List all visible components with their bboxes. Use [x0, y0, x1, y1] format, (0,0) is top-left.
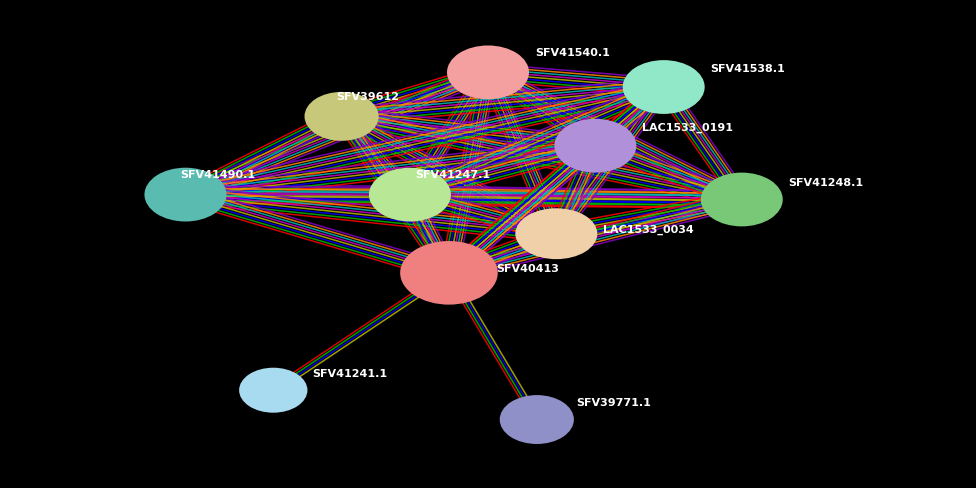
- Ellipse shape: [554, 120, 636, 173]
- Ellipse shape: [144, 168, 226, 222]
- Ellipse shape: [400, 242, 498, 305]
- Ellipse shape: [515, 209, 597, 260]
- Text: SFV41538.1: SFV41538.1: [711, 64, 786, 74]
- Text: LAC1533_0191: LAC1533_0191: [642, 123, 733, 133]
- Ellipse shape: [500, 395, 574, 444]
- Ellipse shape: [447, 46, 529, 100]
- Text: SFV39612: SFV39612: [337, 92, 400, 102]
- Ellipse shape: [369, 168, 451, 222]
- Text: SFV39771.1: SFV39771.1: [576, 398, 651, 407]
- Ellipse shape: [701, 173, 783, 227]
- Ellipse shape: [305, 93, 379, 142]
- Text: LAC1533_0034: LAC1533_0034: [603, 224, 694, 234]
- Text: SFV41247.1: SFV41247.1: [415, 170, 490, 180]
- Text: SFV41490.1: SFV41490.1: [181, 170, 256, 180]
- Text: SFV41540.1: SFV41540.1: [535, 48, 610, 58]
- Text: SFV41248.1: SFV41248.1: [789, 178, 864, 188]
- Text: SFV40413: SFV40413: [496, 264, 558, 273]
- Text: SFV41241.1: SFV41241.1: [312, 368, 387, 378]
- Ellipse shape: [623, 61, 705, 115]
- Ellipse shape: [239, 368, 307, 413]
